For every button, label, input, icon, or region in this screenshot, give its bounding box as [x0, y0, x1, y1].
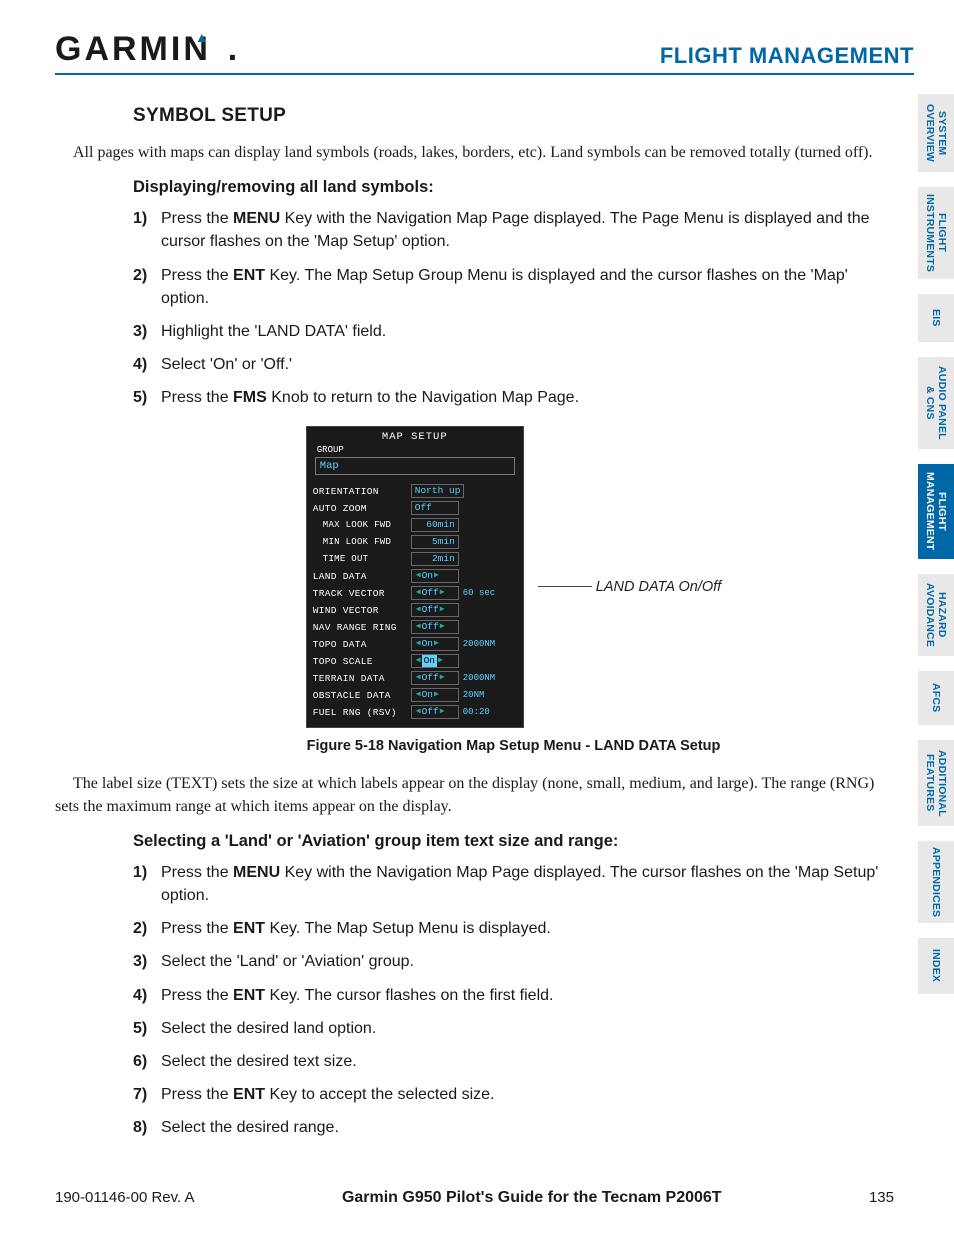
panel-field-label: OBSTACLE DATA: [313, 690, 407, 701]
panel-field-value: Off: [411, 501, 459, 515]
panel-field-value: ◀On▶: [411, 654, 459, 668]
side-tab[interactable]: APPENDICES: [918, 841, 954, 923]
panel-field-value: ◀Off▶: [411, 586, 459, 600]
step-item: Select the 'Land' or 'Aviation' group.: [133, 950, 894, 973]
panel-field-value: ◀On▶: [411, 637, 459, 651]
side-tab[interactable]: AUDIO PANEL& CNS: [918, 357, 954, 449]
step-item: Press the MENU Key with the Navigation M…: [133, 861, 894, 907]
side-tab[interactable]: SYSTEMOVERVIEW: [918, 94, 954, 172]
panel-field-label: TERRAIN DATA: [313, 673, 407, 684]
panel-row: TERRAIN DATA ◀Off▶ 2000NM: [313, 670, 517, 687]
step-item: Select the desired range.: [133, 1116, 894, 1139]
panel-row: TOPO SCALE ◀On▶: [313, 653, 517, 670]
subheading-display-remove: Displaying/removing all land symbols:: [133, 178, 894, 197]
panel-field-label: ORIENTATION: [313, 486, 407, 497]
panel-field-label: MIN LOOK FWD: [313, 537, 407, 547]
step-item: Highlight the 'LAND DATA' field.: [133, 320, 894, 343]
step-item: Press the ENT Key. The Map Setup Menu is…: [133, 917, 894, 940]
side-tab[interactable]: FLIGHTINSTRUMENTS: [918, 187, 954, 279]
intro-paragraph: All pages with maps can display land sym…: [55, 141, 894, 164]
panel-row: TRACK VECTOR ◀Off▶ 60 sec: [313, 585, 517, 602]
panel-row: TOPO DATA ◀On▶ 2000NM: [313, 636, 517, 653]
side-tab[interactable]: AFCS: [918, 671, 954, 725]
side-tab[interactable]: FLIGHTMANAGEMENT: [918, 464, 954, 559]
side-tab[interactable]: INDEX: [918, 938, 954, 994]
panel-field-label: TRACK VECTOR: [313, 588, 407, 599]
panel-row: AUTO ZOOM Off: [313, 500, 517, 517]
figure-caption: Figure 5-18 Navigation Map Setup Menu - …: [133, 738, 894, 754]
panel-field-extra: 00:20: [463, 707, 490, 717]
panel-row: OBSTACLE DATA ◀On▶ 20NM: [313, 687, 517, 704]
panel-field-extra: 2000NM: [463, 639, 495, 649]
steps-list-1: Press the MENU Key with the Navigation M…: [133, 207, 894, 409]
content-area: SYMBOL SETUP All pages with maps can dis…: [55, 105, 914, 1140]
map-setup-panel: MAP SETUP GROUP Map ORIENTATION North up A…: [306, 426, 524, 728]
garmin-logo: GARMIN▲.: [55, 30, 240, 69]
panel-field-label: AUTO ZOOM: [313, 503, 407, 514]
panel-field-value: ◀Off▶: [411, 620, 459, 634]
panel-group-value: Map: [315, 457, 515, 475]
panel-field-label: TIME OUT: [313, 554, 407, 564]
panel-row: MIN LOOK FWD 5min: [313, 534, 517, 551]
subheading-select-group: Selecting a 'Land' or 'Aviation' group i…: [133, 832, 894, 851]
figure-wrap: MAP SETUP GROUP Map ORIENTATION North up A…: [133, 426, 894, 728]
steps-list-2: Press the MENU Key with the Navigation M…: [133, 861, 894, 1140]
panel-row: ORIENTATION North up: [313, 483, 517, 500]
page-footer: 190-01146-00 Rev. A Garmin G950 Pilot's …: [55, 1189, 894, 1207]
footer-docnum: 190-01146-00 Rev. A: [55, 1189, 195, 1206]
panel-field-extra: 20NM: [463, 690, 485, 700]
panel-row: WIND VECTOR ◀Off▶: [313, 602, 517, 619]
side-tab[interactable]: ADDITIONALFEATURES: [918, 740, 954, 826]
panel-field-value: 60min: [411, 518, 459, 532]
panel-field-extra: 60 sec: [463, 588, 495, 598]
side-tabs: SYSTEMOVERVIEW FLIGHTINSTRUMENTS EIS AUDIO …: [918, 94, 954, 994]
panel-field-label: WIND VECTOR: [313, 605, 407, 616]
step-item: Press the MENU Key with the Navigation M…: [133, 207, 894, 253]
panel-field-label: TOPO DATA: [313, 639, 407, 650]
panel-row: FUEL RNG (RSV) ◀Off▶ 00:20: [313, 704, 517, 721]
panel-field-label: FUEL RNG (RSV): [313, 707, 407, 718]
panel-field-value: ◀Off▶: [411, 705, 459, 719]
panel-field-label: MAX LOOK FWD: [313, 520, 407, 530]
page-header: GARMIN▲. FLIGHT MANAGEMENT: [55, 30, 914, 75]
panel-field-value: ◀Off▶: [411, 671, 459, 685]
step-item: Press the FMS Knob to return to the Navi…: [133, 386, 894, 409]
step-item: Press the ENT Key to accept the selected…: [133, 1083, 894, 1106]
panel-row: LAND DATA ◀On▶: [313, 568, 517, 585]
panel-row: NAV RANGE RING ◀Off▶: [313, 619, 517, 636]
panel-row: MAX LOOK FWD 60min: [313, 517, 517, 534]
land-data-callout: LAND DATA On/Off: [538, 579, 721, 595]
symbol-setup-heading: SYMBOL SETUP: [133, 105, 894, 127]
side-tab[interactable]: HAZARDAVOIDANCE: [918, 574, 954, 656]
panel-field-value: ◀On▶: [411, 569, 459, 583]
step-item: Select the desired land option.: [133, 1017, 894, 1040]
footer-title: Garmin G950 Pilot's Guide for the Tecnam…: [342, 1189, 722, 1207]
panel-field-label: TOPO SCALE: [313, 656, 407, 667]
callout-text: LAND DATA On/Off: [596, 579, 721, 595]
panel-field-value: 2min: [411, 552, 459, 566]
panel-group-label: GROUP: [317, 445, 517, 455]
brand-text: GARMIN: [55, 30, 211, 68]
panel-field-extra: 2000NM: [463, 673, 495, 683]
panel-row: TIME OUT 2min: [313, 551, 517, 568]
panel-field-label: NAV RANGE RING: [313, 622, 407, 633]
para-label-size: The label size (TEXT) sets the size at w…: [55, 772, 894, 818]
side-tab[interactable]: EIS: [918, 294, 954, 342]
section-title: FLIGHT MANAGEMENT: [660, 43, 914, 69]
panel-field-value: North up: [411, 484, 465, 498]
footer-pagenum: 135: [869, 1189, 894, 1206]
panel-field-value: 5min: [411, 535, 459, 549]
step-item: Press the ENT Key. The cursor flashes on…: [133, 984, 894, 1007]
step-item: Select 'On' or 'Off.': [133, 353, 894, 376]
panel-field-value: ◀On▶: [411, 688, 459, 702]
step-item: Press the ENT Key. The Map Setup Group M…: [133, 264, 894, 310]
panel-field-value: ◀Off▶: [411, 603, 459, 617]
panel-title: MAP SETUP: [313, 431, 517, 443]
step-item: Select the desired text size.: [133, 1050, 894, 1073]
panel-field-label: LAND DATA: [313, 571, 407, 582]
